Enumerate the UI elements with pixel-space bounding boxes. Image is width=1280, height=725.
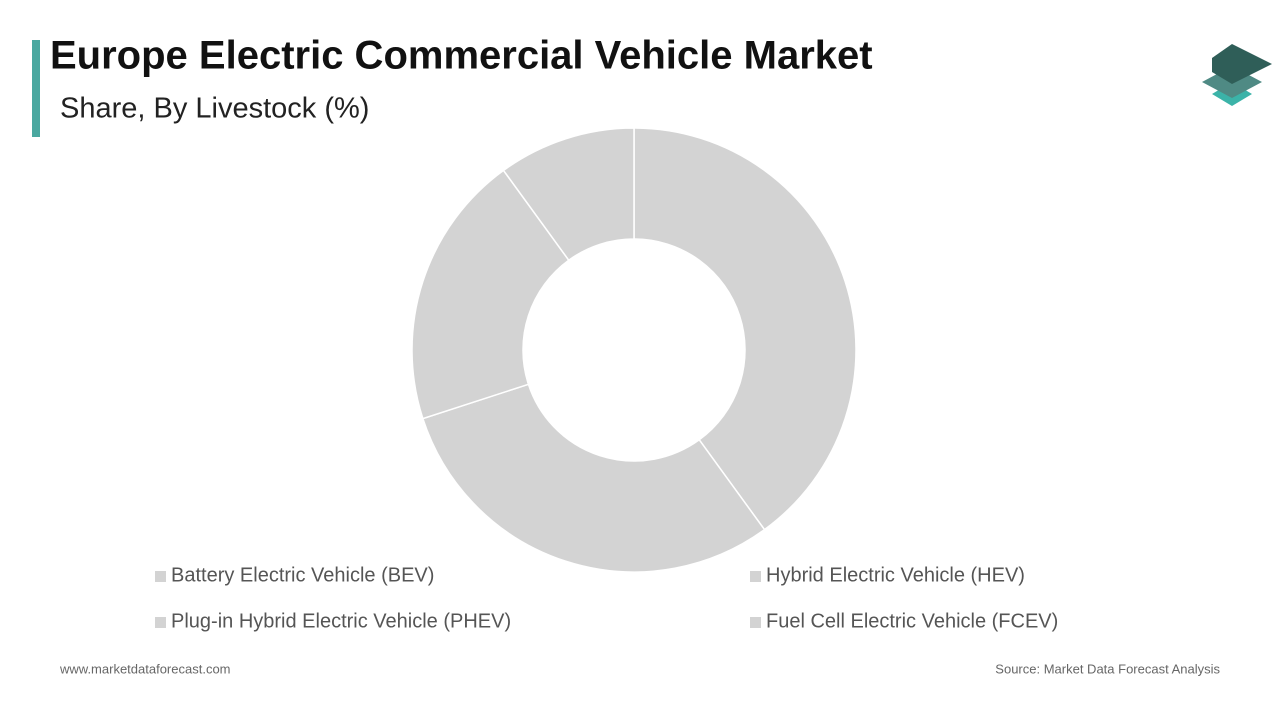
legend-label: Plug-in Hybrid Electric Vehicle (PHEV) <box>171 610 511 632</box>
donut-segment <box>633 127 857 531</box>
legend-label: Battery Electric Vehicle (BEV) <box>171 564 434 586</box>
title-accent <box>32 40 40 137</box>
donut-segment <box>421 383 766 573</box>
legend-swatch <box>155 571 166 582</box>
legend-swatch <box>750 571 761 582</box>
source: Source: Market Data Forecast Analysis <box>995 661 1220 676</box>
logo <box>1202 44 1272 106</box>
website: www.marketdataforecast.com <box>59 661 231 676</box>
chart-title: Europe Electric Commercial Vehicle Marke… <box>50 34 873 78</box>
donut-segment <box>411 169 570 420</box>
legend-swatch <box>155 617 166 628</box>
legend-label: Fuel Cell Electric Vehicle (FCEV) <box>766 610 1058 632</box>
chart-subtitle: Share, By Livestock (%) <box>60 93 369 125</box>
donut <box>411 127 857 573</box>
legend-label: Hybrid Electric Vehicle (HEV) <box>766 564 1025 586</box>
legend-swatch <box>750 617 761 628</box>
donut-segment <box>502 127 635 262</box>
legend: Battery Electric Vehicle (BEV) Hybrid Ele… <box>155 564 1058 632</box>
